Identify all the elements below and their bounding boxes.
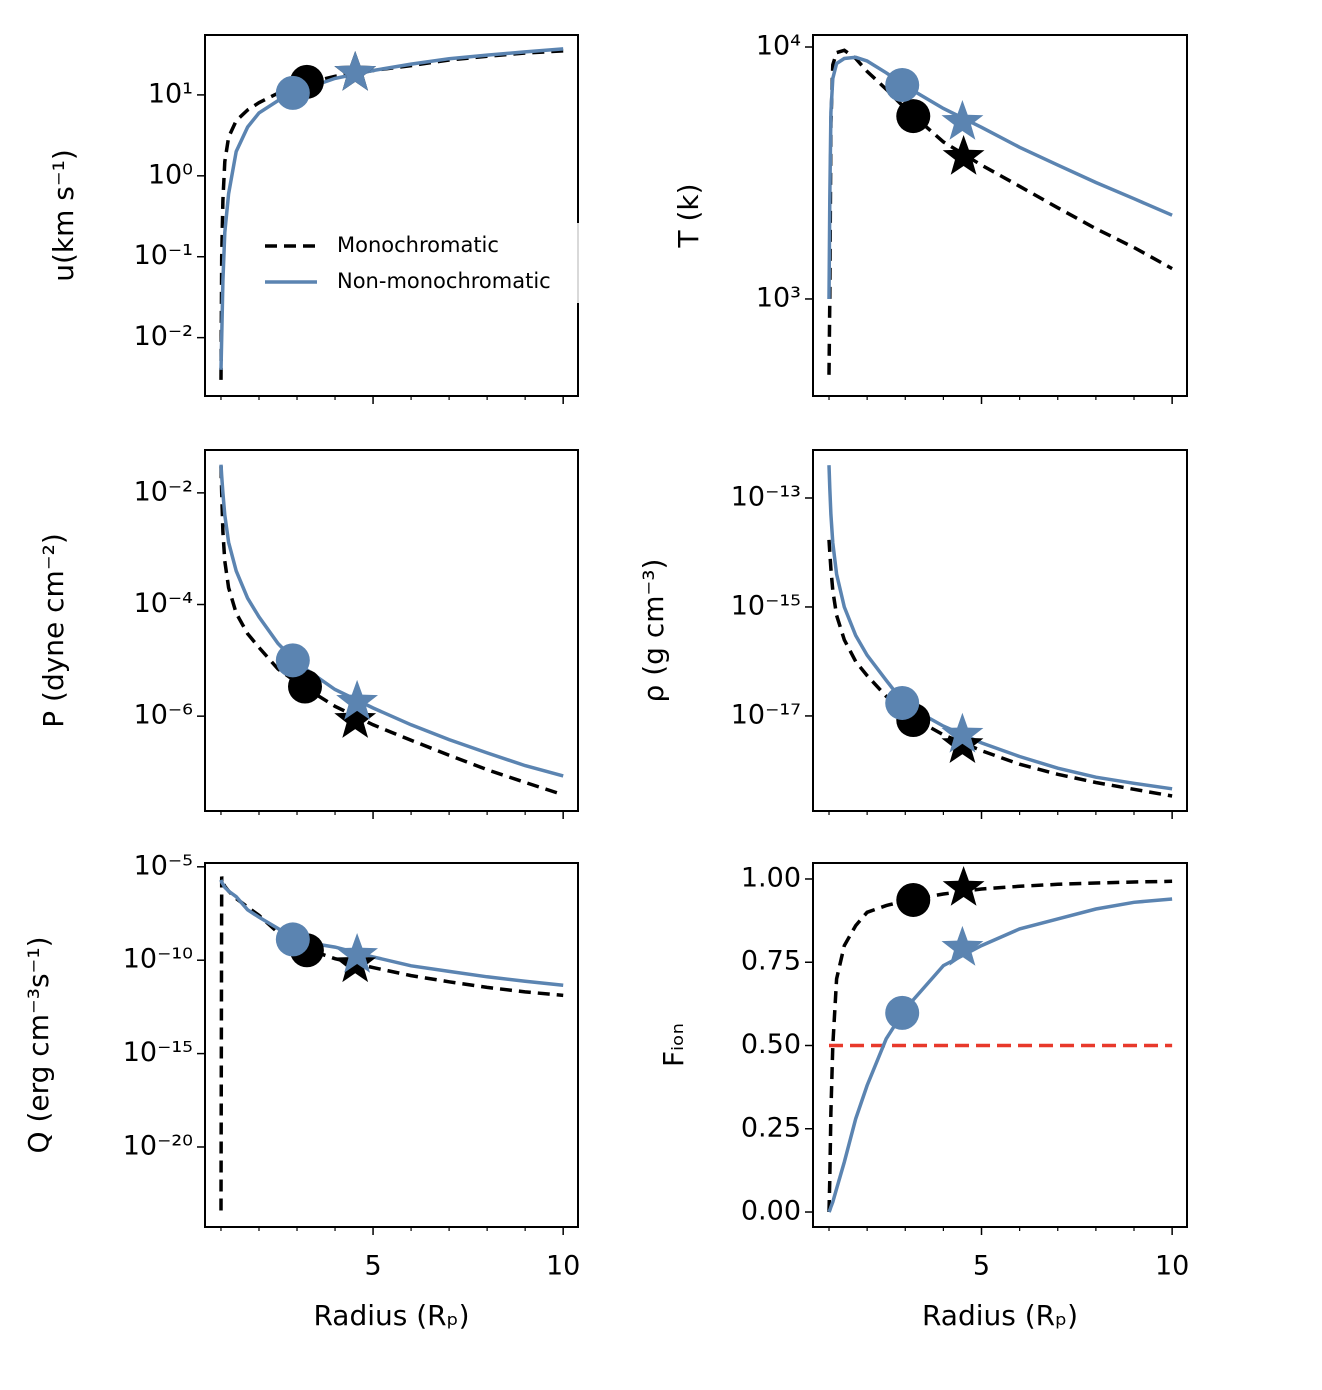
series-line	[827, 897, 1173, 1213]
marker-circle	[287, 669, 322, 704]
marker-star	[334, 50, 377, 91]
marker-circle	[275, 75, 310, 110]
y-tick-label: 10⁻¹	[134, 240, 193, 271]
marker-circle	[275, 922, 310, 957]
legend-label: Monochromatic	[337, 233, 499, 257]
legend: Monochromatic Non-monochromatic	[250, 223, 580, 303]
marker-star	[942, 866, 985, 906]
series-line	[827, 465, 1173, 791]
y-tick-label: 10⁻²⁰	[123, 1130, 193, 1161]
marker-circle	[896, 99, 931, 134]
marker-star	[336, 933, 378, 973]
axes-frame	[812, 862, 1188, 1228]
y-axis-label: Q (erg cm⁻³s⁻¹)	[22, 937, 55, 1154]
x-tick-label: 10	[1155, 1251, 1189, 1282]
x-axis-label: Radius (Rₚ)	[922, 1299, 1078, 1332]
marker-star	[942, 135, 985, 175]
y-tick-label: 10¹	[148, 78, 193, 109]
y-tick-label: 10⁻¹⁰	[123, 944, 193, 975]
x-tick-label: 5	[973, 1251, 990, 1282]
series-line	[827, 539, 1173, 798]
marker-circle	[885, 67, 920, 102]
axes-frame	[812, 34, 1188, 397]
marker-star	[941, 925, 984, 966]
marker-star	[941, 712, 984, 753]
axes-frame	[204, 34, 579, 397]
y-axis-label: ρ (g cm⁻³)	[637, 559, 670, 703]
series-line	[827, 879, 1173, 1213]
x-tick-label: 5	[364, 1251, 381, 1282]
axes-frame	[812, 449, 1188, 812]
y-tick-label: 10⁴	[756, 31, 801, 62]
y-tick-label: 0.50	[741, 1029, 801, 1060]
y-tick-label: 10⁻¹⁵	[123, 1037, 193, 1068]
axes-frame	[204, 449, 579, 812]
legend-label: Non-monochromatic	[337, 269, 551, 293]
x-tick-label: 10	[546, 1251, 580, 1282]
y-tick-label: 10⁻²	[134, 476, 193, 507]
marker-circle	[275, 643, 310, 678]
axes-frame	[204, 862, 579, 1228]
panel: 10⁻²⁰ 10⁻¹⁵ 10⁻¹⁰ 10⁻⁵ 5 10 Q (erg cm⁻³s⁻¹) Rad…	[22, 850, 580, 1332]
y-tick-label: 10⁻⁴	[134, 588, 193, 619]
panel: 10⁻² 10⁻¹ 10⁰ 10¹ u(km s⁻¹) Monochromatic Non-…	[47, 34, 580, 404]
marker-star	[336, 679, 378, 720]
y-tick-label: 10⁻²	[134, 321, 193, 352]
y-axis-label: T (k)	[672, 183, 705, 248]
marker-circle	[885, 685, 920, 720]
series-line	[219, 464, 564, 778]
y-tick-label: 0.00	[741, 1196, 801, 1227]
y-axis-label: u(km s⁻¹)	[47, 149, 80, 282]
marker-circle	[896, 882, 931, 917]
y-tick-label: 1.00	[741, 862, 801, 893]
y-tick-label: 10⁻⁵	[134, 850, 193, 881]
y-tick-label: 10⁰	[148, 159, 193, 190]
y-tick-label: 10⁻¹⁵	[731, 590, 801, 621]
marker-star	[941, 100, 984, 140]
series-line	[219, 466, 564, 797]
y-axis-label: Fᵢₒₙ	[657, 1023, 690, 1067]
marker-star	[334, 698, 377, 738]
y-tick-label: 10³	[756, 282, 801, 313]
y-tick-label: 0.25	[741, 1112, 801, 1143]
legend-box	[250, 223, 580, 303]
y-tick-label: 0.75	[741, 946, 801, 977]
marker-circle	[885, 995, 920, 1030]
series-line	[219, 879, 564, 987]
y-tick-label: 10⁻¹³	[731, 481, 801, 512]
panel: 10³ 10⁴ T (k)	[672, 31, 1188, 404]
panel: 0.00 0.25 0.50 0.75 1.00 5 10 Fᵢₒₙ Radius (Rₚ)	[657, 862, 1189, 1332]
panel: 10⁻⁶ 10⁻⁴ 10⁻² P (dyne cm⁻²)	[37, 449, 579, 819]
panel: 10⁻¹⁷ 10⁻¹⁵ 10⁻¹³ ρ (g cm⁻³)	[637, 449, 1188, 819]
y-tick-label: 10⁻⁶	[134, 700, 193, 731]
x-axis-label: Radius (Rₚ)	[313, 1299, 469, 1332]
y-axis-label: P (dyne cm⁻²)	[37, 533, 70, 728]
y-tick-label: 10⁻¹⁷	[731, 699, 801, 730]
series-line	[827, 55, 1173, 300]
